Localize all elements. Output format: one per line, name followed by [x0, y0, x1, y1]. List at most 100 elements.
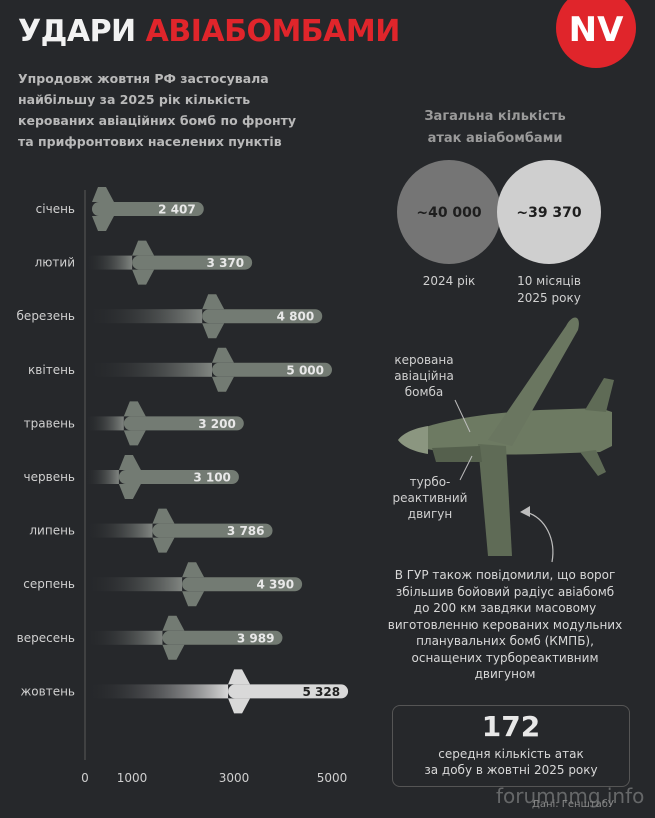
gur-note: В ГУР також повідомили, що ворог збільши… — [380, 567, 630, 683]
callout-bomb-line: авіаційна — [394, 369, 454, 383]
total-label-line: 2024 рік — [422, 274, 476, 288]
bar-fin-bottom — [202, 323, 225, 339]
bar-серпень: серпень 4 390 — [23, 562, 303, 607]
bar-жовтень: жовтень 5 328 — [20, 669, 349, 714]
total-label-line: 10 місяців — [517, 274, 581, 288]
category-label: березень — [17, 309, 75, 323]
callout-arrow-head — [520, 506, 530, 517]
gur-note-line: збільшив бойовий радіус авіабомб — [395, 584, 615, 599]
total-label-2025: 10 місяців 2025 року — [499, 273, 599, 307]
bar-fin-bottom — [118, 484, 141, 499]
bar-body — [228, 684, 349, 699]
bar-value-label: 5 328 — [302, 685, 340, 699]
bar-вересень: вересень 3 989 — [17, 615, 283, 660]
callout-bomb-line: бомба — [404, 385, 444, 399]
subtitle: Упродовж жовтня РФ застосувала найбільшу… — [18, 68, 348, 152]
bar-fin-bottom — [212, 376, 234, 392]
bar-value-label: 4 800 — [277, 310, 315, 324]
gur-note-line: виготовленню керованих модульних — [387, 617, 623, 632]
x-tick-label: 1000 — [117, 771, 148, 785]
subtitle-line: найбільшу за 2025 рік кількість — [18, 92, 251, 107]
total-circle-2025 — [497, 160, 601, 264]
x-tick-label: 3000 — [219, 771, 250, 785]
category-label: вересень — [17, 631, 75, 645]
callout-engine: турбо- реактивний двигун — [390, 474, 470, 522]
category-label: травень — [24, 416, 75, 430]
bar-fin-top — [212, 347, 234, 363]
bar-trail — [85, 470, 119, 484]
total-label-line: 2025 року — [517, 291, 581, 305]
bar-body — [152, 523, 273, 538]
totals-title-line: Загальна кількість — [424, 109, 566, 124]
bar-body — [118, 470, 239, 484]
bar-trail — [85, 255, 133, 270]
bar-trail — [85, 416, 124, 431]
page-title: УДАРИ АВІАБОМБАМИ — [18, 14, 400, 49]
x-tick-label: 0 — [81, 771, 89, 785]
nv-logo: NV — [556, 0, 636, 68]
bar-fin-top — [182, 562, 205, 578]
bar-trail — [85, 630, 163, 645]
bar-fin-top — [228, 669, 251, 685]
tail-fin — [585, 378, 614, 412]
bar-value-label: 3 989 — [237, 631, 275, 645]
bar-fin-top — [92, 187, 114, 202]
bar-value-label: 3 100 — [193, 471, 231, 485]
category-label: січень — [36, 202, 75, 216]
bar-body — [182, 577, 303, 592]
bar-trail — [85, 577, 183, 592]
nv-logo-text: NV — [569, 10, 624, 50]
gur-note-line: планувальних бомб (КМПБ), — [416, 634, 594, 648]
category-label: лютий — [35, 256, 75, 270]
subtitle-line: та прифронтових населених пунктів — [18, 134, 282, 149]
bar-fin-bottom — [228, 698, 251, 714]
bar-value-label: 3 786 — [227, 524, 265, 538]
daily-average-number: 172 — [481, 710, 541, 743]
x-tick-label: 5000 — [317, 771, 348, 785]
bar-fin-top — [152, 508, 175, 524]
callout-engine-line: реактивний — [392, 491, 468, 505]
callout-line-bomb — [454, 399, 471, 433]
bar-trail — [85, 362, 212, 377]
bomb-bar-chart: січень 2 407 лютий 3 370 березень 4 800 квітен… — [17, 187, 349, 785]
bar-fin-bottom — [162, 644, 185, 660]
callout-arrow — [525, 511, 554, 563]
total-value-2025: ~39 370 — [516, 205, 582, 221]
bar-липень: липень 3 786 — [29, 508, 273, 553]
title-part-1: УДАРИ — [18, 14, 146, 49]
bar-лютий: лютий 3 370 — [35, 240, 253, 285]
bar-value-label: 5 000 — [286, 363, 324, 377]
bar-trail — [85, 523, 153, 538]
bar-травень: травень 3 200 — [24, 401, 244, 446]
tail-fin-lower — [580, 450, 606, 476]
gur-note-line: оснащених турбореактивним — [411, 650, 599, 665]
callout-bomb-line: керована — [394, 353, 454, 367]
category-label: квітень — [28, 363, 75, 377]
subtitle-line: керованих авіаційних бомб по фронту — [18, 113, 296, 128]
bar-value-label: 3 370 — [207, 256, 245, 270]
daily-average-box: 172 середня кількість атак за добу в жов… — [392, 705, 630, 787]
totals-title-line: атак авіабомбами — [427, 131, 563, 146]
bar-березень: березень 4 800 — [17, 294, 323, 339]
bar-fin-bottom — [152, 537, 175, 553]
daily-average-desc-line: середня кількість атак — [438, 747, 584, 761]
totals-title: Загальна кількість атак авіабомбами — [395, 106, 595, 150]
nv-logo-circle — [556, 0, 636, 68]
bar-fin-top — [132, 240, 155, 256]
title-part-2: АВІАБОМБАМИ — [145, 14, 401, 49]
bar-body — [212, 362, 332, 377]
bar-value-label: 3 200 — [198, 417, 236, 431]
category-label: жовтень — [20, 684, 75, 698]
subtitle-line: Упродовж жовтня РФ застосувала — [18, 71, 269, 86]
bar-fin-top — [202, 294, 225, 310]
callout-bomb: керована авіаційна бомба — [384, 352, 464, 400]
gur-note-line: двигуном — [474, 667, 536, 681]
bar-fin-top — [123, 401, 146, 417]
daily-average-desc: середня кількість атак за добу в жовтні … — [393, 746, 629, 778]
engine-pod — [432, 446, 482, 462]
callout-engine-line: двигун — [407, 507, 453, 521]
bar-body — [123, 416, 244, 431]
bar-fin-top — [118, 455, 141, 470]
category-label: червень — [24, 470, 75, 484]
total-circle-2024 — [397, 160, 501, 264]
